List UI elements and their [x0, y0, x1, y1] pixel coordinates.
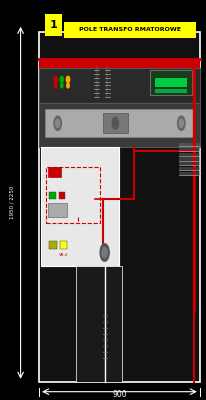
Bar [64, 22, 196, 38]
Bar [48, 203, 67, 217]
Bar [150, 70, 192, 96]
Bar [41, 147, 119, 266]
Text: POLE TRANSFO RMATOROWE: POLE TRANSFO RMATOROWE [79, 27, 181, 32]
Bar [48, 167, 61, 177]
Circle shape [54, 76, 57, 83]
Bar [39, 59, 200, 68]
Bar [179, 148, 200, 151]
Circle shape [54, 83, 57, 88]
Bar [102, 283, 107, 286]
Circle shape [179, 119, 183, 127]
Bar [102, 278, 107, 282]
Bar [179, 158, 200, 161]
Text: 900: 900 [112, 390, 127, 399]
Bar [179, 172, 200, 175]
Text: 1: 1 [50, 20, 57, 30]
Bar [154, 89, 187, 94]
Circle shape [61, 83, 63, 88]
Bar [46, 167, 100, 223]
Bar [49, 241, 57, 248]
Bar [59, 192, 65, 199]
Bar [45, 109, 194, 137]
Circle shape [66, 76, 70, 83]
Bar [102, 236, 107, 238]
Circle shape [67, 83, 69, 88]
Bar [102, 274, 107, 277]
Circle shape [102, 247, 107, 258]
Bar [39, 32, 200, 382]
Bar [60, 241, 67, 248]
Bar [154, 78, 187, 88]
Bar [102, 254, 107, 258]
Bar [179, 143, 200, 146]
Circle shape [112, 117, 118, 129]
Bar [102, 245, 107, 248]
Text: 1950 / 2250: 1950 / 2250 [10, 186, 15, 220]
Circle shape [100, 244, 109, 261]
Bar [76, 266, 122, 382]
Bar [102, 231, 107, 234]
Bar [102, 259, 107, 262]
Circle shape [54, 116, 61, 130]
Text: VB-4: VB-4 [59, 253, 68, 257]
Bar [102, 250, 107, 253]
Bar [103, 113, 128, 133]
Bar [102, 264, 107, 267]
Bar [39, 68, 200, 103]
Bar [39, 103, 200, 147]
Circle shape [56, 119, 60, 127]
Circle shape [178, 116, 185, 130]
Circle shape [60, 76, 63, 83]
Bar [102, 240, 107, 243]
Bar [49, 192, 56, 199]
Bar [45, 14, 62, 36]
Bar [179, 162, 200, 166]
Bar [179, 153, 200, 156]
Bar [102, 269, 107, 272]
Bar [179, 167, 200, 170]
